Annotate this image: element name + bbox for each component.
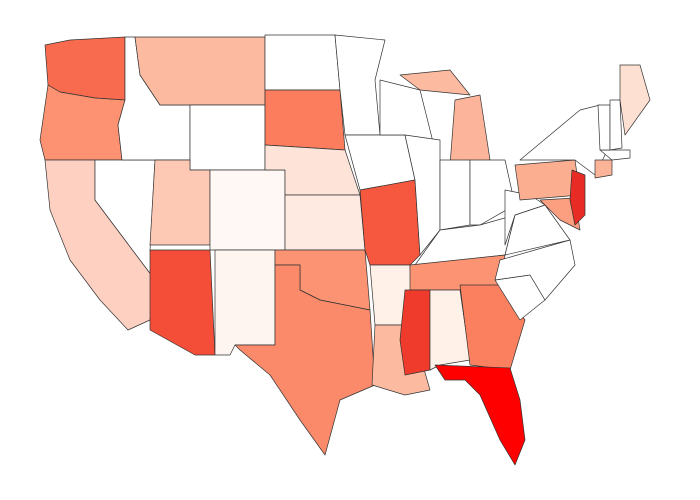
state-region	[469, 159, 516, 226]
state-region	[209, 169, 286, 251]
state-region	[404, 134, 441, 256]
state-region	[609, 99, 623, 151]
state-region	[429, 289, 471, 371]
state-region	[149, 249, 216, 356]
state-region	[539, 197, 581, 231]
state-region	[439, 159, 471, 231]
state-region	[594, 159, 613, 179]
state-region	[234, 264, 376, 456]
state-region	[569, 169, 586, 226]
state-region	[359, 179, 421, 266]
state-region	[399, 69, 471, 96]
state-region	[459, 284, 526, 371]
state-region	[284, 194, 366, 251]
state-region	[189, 104, 266, 171]
state-region	[619, 64, 651, 136]
state-region	[134, 36, 266, 106]
state-region	[264, 89, 346, 151]
state-region	[149, 159, 211, 246]
state-region	[519, 104, 606, 176]
state-region	[597, 104, 611, 151]
state-region	[599, 149, 631, 161]
state-region	[399, 289, 431, 376]
state-region	[264, 34, 341, 91]
state-region	[434, 364, 526, 466]
state-region	[449, 94, 491, 166]
state-region	[214, 249, 276, 356]
